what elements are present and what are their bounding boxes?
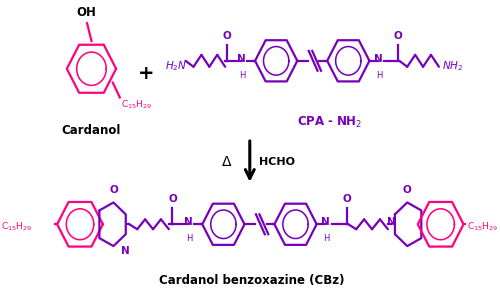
Text: $H_2N$: $H_2N$ [166,59,188,73]
Text: O: O [222,31,232,41]
Text: OH: OH [76,6,96,19]
Text: $NH_2$: $NH_2$ [442,59,463,73]
Text: N: N [122,246,130,256]
Text: H: H [323,234,330,243]
Text: C$_{15}$H$_{29}$: C$_{15}$H$_{29}$ [120,99,152,111]
Text: C$_{15}$H$_{29}$: C$_{15}$H$_{29}$ [467,220,498,232]
Text: $\Delta$: $\Delta$ [221,155,232,169]
Text: Cardanol: Cardanol [62,124,121,137]
Text: N: N [387,217,396,227]
Text: N: N [236,54,246,64]
Text: C$_{15}$H$_{29}$: C$_{15}$H$_{29}$ [2,220,32,232]
Text: N: N [321,217,330,227]
Text: H: H [186,234,192,243]
Text: O: O [393,31,402,41]
Text: N: N [184,217,192,227]
Text: CPA - NH$_2$: CPA - NH$_2$ [297,115,362,130]
Text: O: O [342,194,351,204]
Text: Cardanol benzoxazine (CBz): Cardanol benzoxazine (CBz) [159,274,344,287]
Text: +: + [138,64,154,83]
Text: O: O [109,185,118,195]
Text: H: H [376,71,382,80]
Text: O: O [403,185,411,195]
Text: N: N [374,54,382,64]
Text: O: O [168,194,177,204]
Text: HCHO: HCHO [258,157,294,167]
Text: H: H [238,71,245,80]
